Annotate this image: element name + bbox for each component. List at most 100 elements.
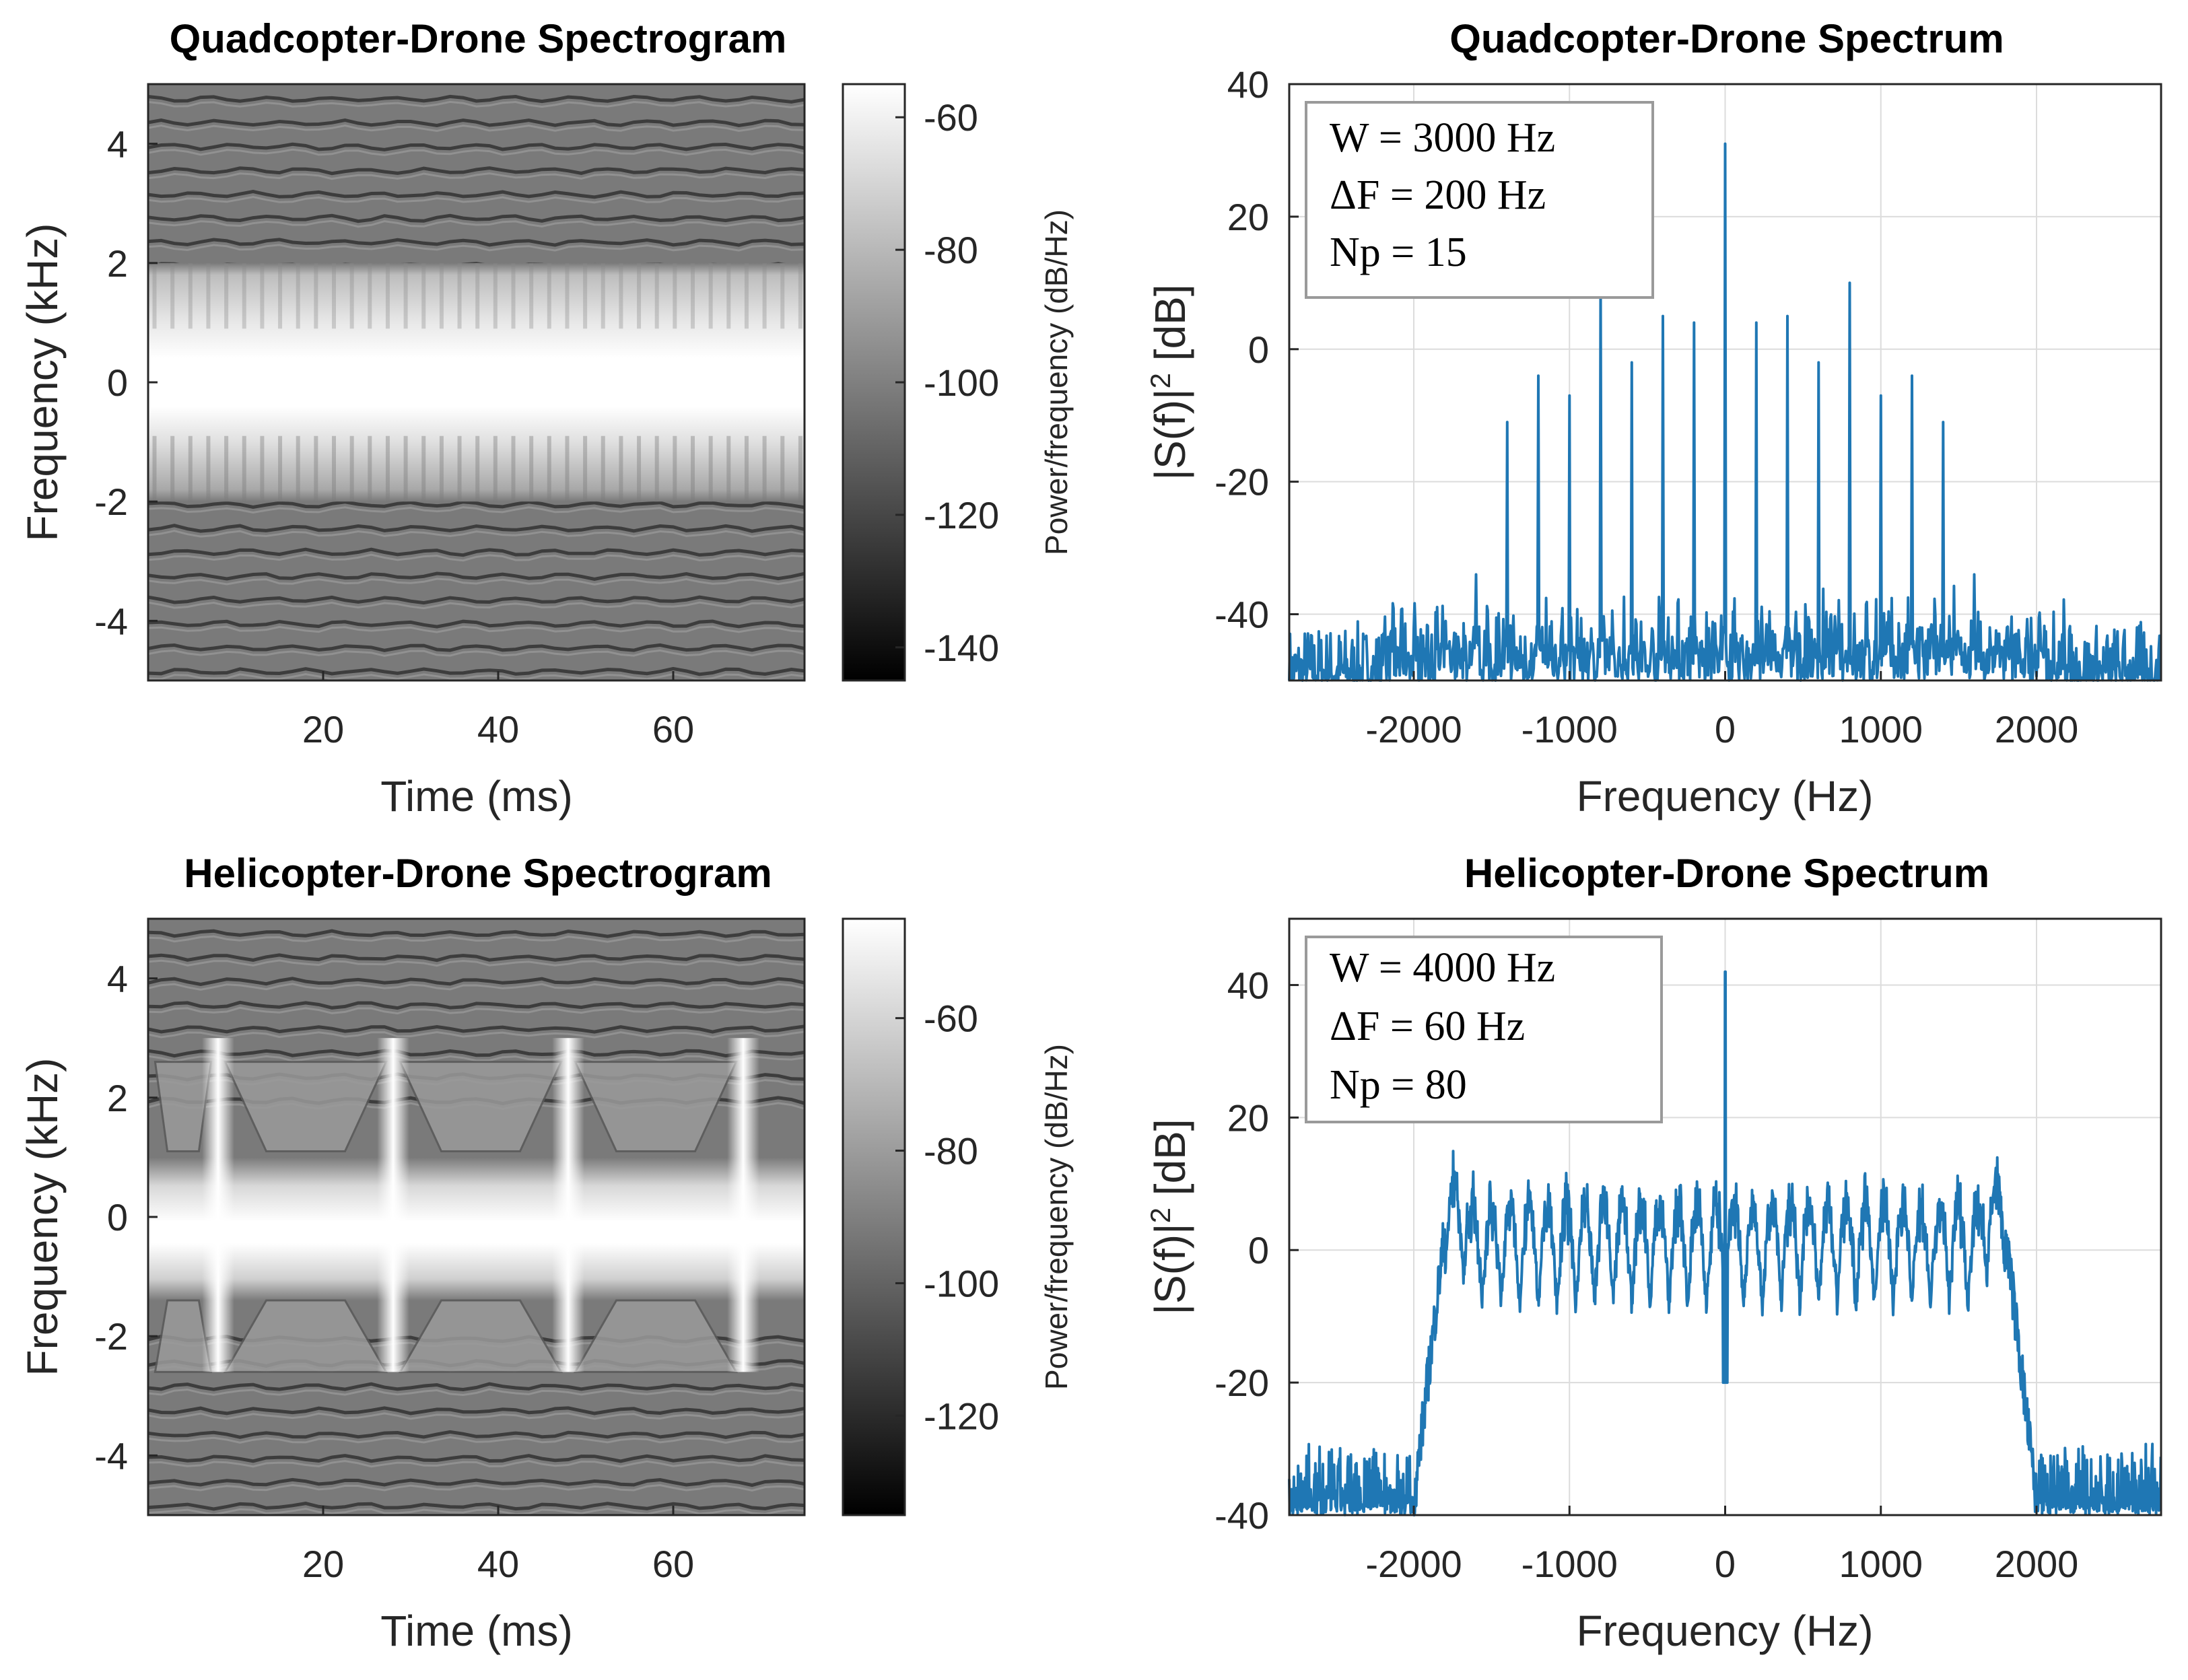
- spectrogram-modulation: [260, 435, 265, 502]
- colorbar-tick-label: -60: [924, 96, 978, 139]
- spectrogram-modulation: [691, 435, 695, 502]
- spectrogram-sidelobe: [147, 643, 805, 652]
- spectrogram-sidelobe-highlight: [147, 935, 805, 943]
- spectrogram-sidelobe: [147, 595, 805, 605]
- spectrogram-modulation: [673, 262, 677, 329]
- spectrogram-modulation: [170, 435, 175, 502]
- spectrogram-modulation: [708, 435, 713, 502]
- quad-spectrogram-title: Quadcopter-Drone Spectrogram: [170, 16, 787, 61]
- spectrogram-sidelobe: [147, 238, 805, 247]
- spectrogram-modulation: [654, 262, 659, 329]
- spectrogram-modulation: [511, 262, 516, 329]
- spectrogram-sidelobe-highlight: [147, 1030, 805, 1039]
- quad-spectrum-title: Quadcopter-Drone Spectrum: [1449, 16, 2004, 61]
- quad-spectrum-panel: Quadcopter-Drone Spectrum -2000 -1000 0 100…: [1144, 16, 2162, 820]
- spectrogram-modulation: [619, 262, 623, 329]
- heli-spectrum-panel: Helicopter-Drone Spectrum -2000 -1000 0 100…: [1144, 851, 2162, 1655]
- spectrogram-modulation: [439, 435, 444, 502]
- spectrogram-modulation: [511, 435, 516, 502]
- x-tick-label: -2000: [1365, 708, 1462, 750]
- quad-spectrum-xlabel: Frequency (Hz): [1577, 772, 1874, 820]
- y-tick-label: 4: [107, 123, 128, 166]
- spectrogram-modulation: [332, 262, 336, 329]
- colorbar-tick-label: -80: [924, 229, 978, 271]
- quad-legend-line-3: Np = 15: [1330, 230, 1467, 275]
- spectrogram-modulation: [726, 435, 731, 502]
- quad-spectrogram-panel: Quadcopter-Drone Spectrogram 20 40 60420-2…: [18, 16, 1074, 820]
- spectrogram-blade-structure: [224, 1061, 388, 1153]
- spectrogram-modulation: [349, 435, 354, 502]
- heli-legend-line-3: Np = 80: [1330, 1062, 1467, 1108]
- spectrogram-sidelobe: [147, 1406, 805, 1415]
- spectrogram-sidelobe-highlight: [147, 649, 805, 657]
- spectrogram-sidelobe: [147, 571, 805, 581]
- spectrogram-modulation: [152, 262, 157, 329]
- spectrogram-sidelobe: [147, 547, 805, 557]
- quad-spectrogram-xlabel: Time (ms): [380, 772, 573, 820]
- spectrogram-modulation: [170, 262, 175, 329]
- spectrogram-blade-structure: [399, 1061, 563, 1153]
- spectrogram-blade-structure: [153, 1299, 213, 1373]
- x-tick-label: 2000: [1995, 1543, 2079, 1585]
- quad-spectrum-ticks: -2000 -1000 0 1000 2000 40 20 0 -20 -40: [1215, 63, 2078, 750]
- colorbar-tick-label: -120: [924, 1395, 999, 1437]
- x-tick-label: 20: [302, 1543, 344, 1585]
- quad-spectrogram-image: [147, 84, 805, 681]
- spectrogram-sidelobe-highlight: [147, 625, 805, 633]
- spectrogram-blade-flash: [552, 1038, 584, 1372]
- y-tick-label: 20: [1227, 196, 1269, 238]
- heli-spectrogram-panel: Helicopter-Drone Spectrogram 20 40 60420-2…: [18, 851, 1074, 1655]
- spectrogram-sidelobe: [147, 1454, 805, 1463]
- spectrogram-modulation: [547, 435, 551, 502]
- spectrogram-modulation: [206, 435, 211, 502]
- heli-spectrogram-ylabel: Frequency (kHz): [18, 1058, 67, 1376]
- heli-spectrum-ticks: -2000 -1000 0 1000 2000 40 20 0 -20 -40: [1215, 964, 2078, 1585]
- spectrogram-modulation: [457, 262, 462, 329]
- heli-spectrogram-title: Helicopter-Drone Spectrogram: [184, 851, 772, 896]
- spectrogram-sidelobe: [147, 1024, 805, 1034]
- spectrogram-sidelobe-highlight: [147, 530, 805, 538]
- spectrogram-modulation: [188, 262, 193, 329]
- spectrogram-modulation: [798, 435, 802, 502]
- spectrogram-blade-flash: [377, 1038, 409, 1372]
- spectrogram-modulation: [403, 435, 408, 502]
- y-tick-label: 40: [1227, 964, 1269, 1006]
- spectrogram-modulation: [314, 435, 318, 502]
- spectrogram-modulation: [457, 435, 462, 502]
- heli-colorbar: [842, 917, 906, 1516]
- spectrogram-modulation: [206, 262, 211, 329]
- colorbar-tick-label: -140: [924, 627, 999, 669]
- spectrogram-modulation: [654, 435, 659, 502]
- spectrogram-modulation: [619, 435, 623, 502]
- spectrogram-modulation: [475, 262, 480, 329]
- heli-spectrum-line: [1288, 970, 2162, 1516]
- colorbar-tick-label: -100: [924, 1262, 999, 1304]
- spectrogram-modulation: [224, 435, 229, 502]
- spectrogram-modulation: [421, 262, 426, 329]
- spectrogram-modulation: [798, 262, 802, 329]
- spectrogram-modulation: [368, 262, 372, 329]
- spectrogram-blade-structure: [223, 1299, 388, 1373]
- x-tick-label: 1000: [1839, 708, 1923, 750]
- spectrogram-sidelobe: [147, 619, 805, 629]
- spectrogram-modulation: [583, 262, 588, 329]
- spectrogram-modulation: [565, 435, 570, 502]
- spectrogram-modulation: [368, 435, 372, 502]
- spectrogram-modulation: [673, 435, 677, 502]
- heli-spectrogram-xlabel: Time (ms): [380, 1607, 573, 1655]
- spectrogram-modulation: [601, 262, 605, 329]
- spectrogram-modulation: [475, 435, 480, 502]
- spectrogram-sidelobe: [147, 213, 805, 223]
- spectrogram-modulation: [278, 262, 283, 329]
- quad-colorbar-label: Power/frequency (dB/Hz): [1039, 209, 1074, 555]
- heli-legend-line-2: ΔF = 60 Hz: [1330, 1004, 1525, 1049]
- spectrogram-sidelobe: [147, 190, 805, 199]
- spectrogram-sidelobe-highlight: [147, 1508, 805, 1516]
- spectrogram-blade-structure: [153, 1061, 213, 1153]
- spectrogram-sidelobe-highlight: [147, 1412, 805, 1420]
- spectrogram-sidelobe-highlight: [147, 124, 805, 133]
- spectrogram-modulation: [637, 262, 642, 329]
- spectrogram-sidelobe: [147, 1430, 805, 1440]
- spectrogram-modulation: [583, 435, 588, 502]
